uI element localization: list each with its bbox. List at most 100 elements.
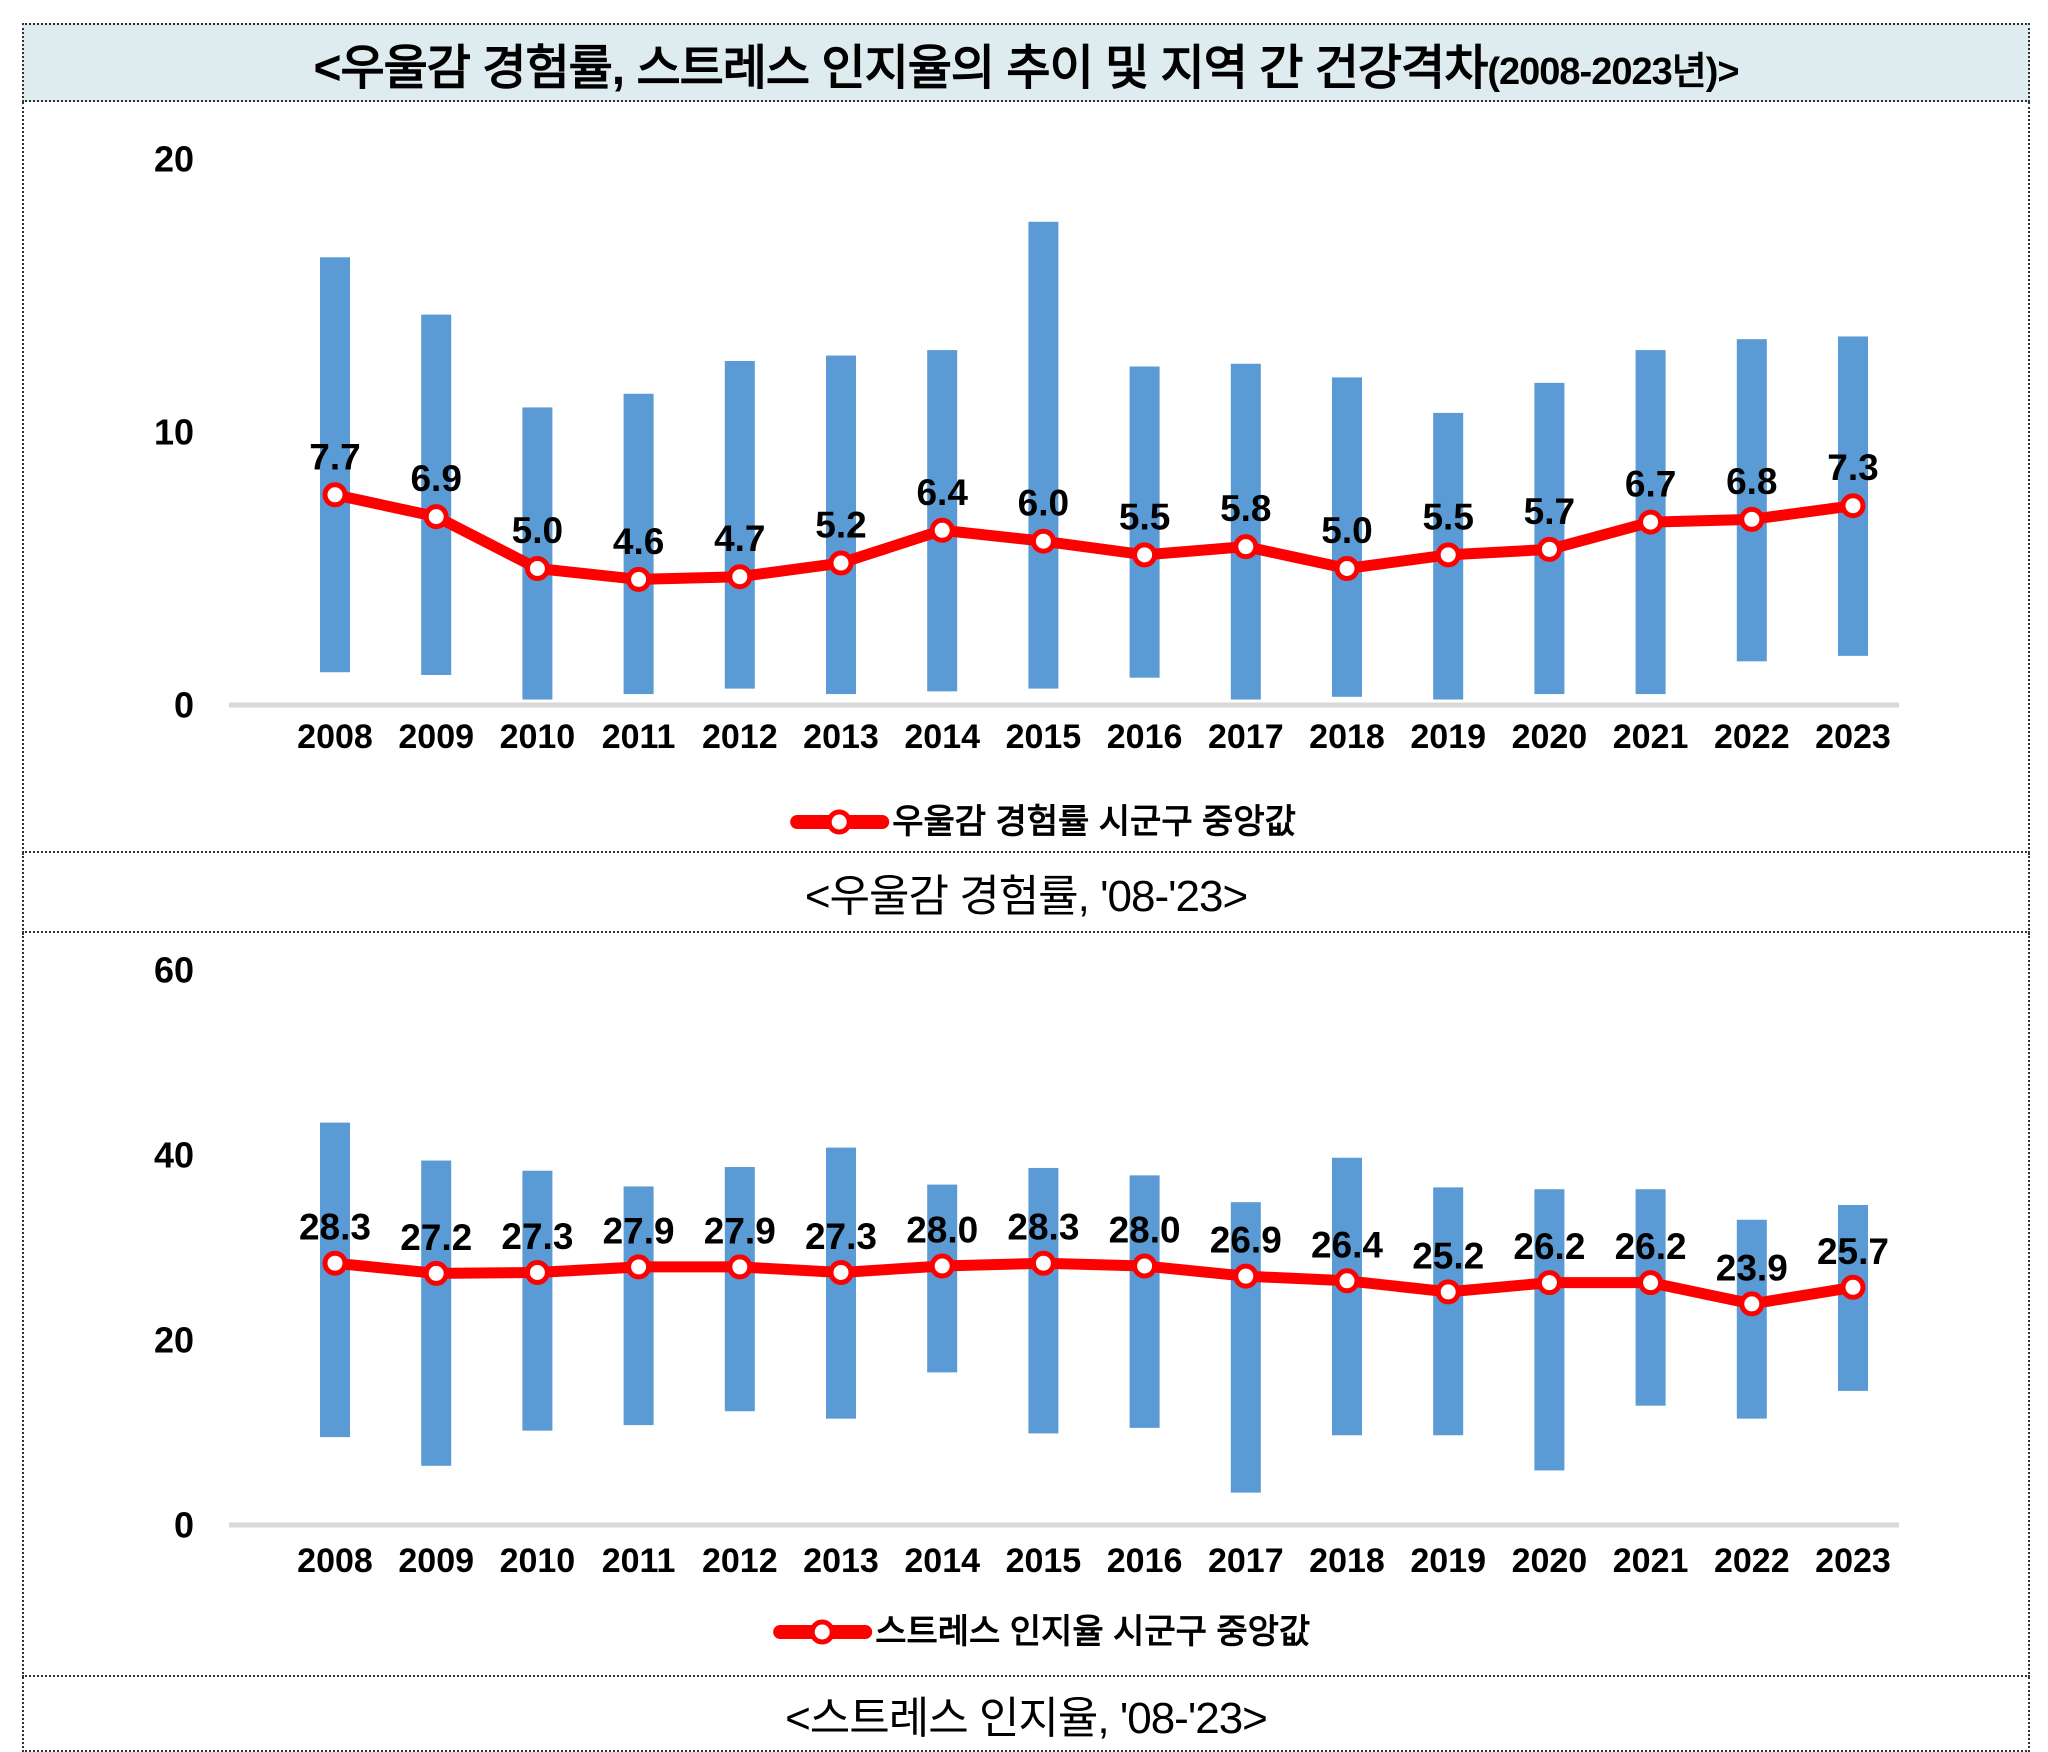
data-label: 28.0	[1109, 1210, 1181, 1251]
depression-chart-panel: 0 10 20 7.7 6.9 5.0 4.6 4.7 5.2 6.4 6.0 5.5 5.8 5.0 5.…	[22, 102, 2030, 853]
data-label: 5.7	[1524, 491, 1575, 532]
x-tick-label: 2010	[500, 1542, 576, 1580]
range-bar	[1635, 1189, 1666, 1406]
line-marker	[929, 517, 955, 543]
data-label: 25.7	[1817, 1231, 1889, 1272]
line-marker	[626, 1254, 652, 1280]
data-label: 5.0	[1321, 510, 1372, 551]
legend-marker-icon	[826, 809, 852, 835]
x-tick-label: 2013	[803, 718, 879, 756]
line-marker	[1334, 1268, 1360, 1294]
range-bar	[522, 1170, 553, 1431]
legend: 우울감 경험률 시군구 중앙값	[790, 803, 1296, 841]
x-tick-label: 2011	[602, 718, 676, 756]
x-tick-label: 2019	[1410, 718, 1486, 756]
line-marker	[828, 1259, 854, 1285]
x-tick-label: 2017	[1208, 1542, 1284, 1580]
x-tick-label: 2016	[1107, 718, 1183, 756]
line-marker	[727, 564, 753, 590]
y-tick-label: 0	[174, 685, 194, 726]
stress-chart: 0 20 40 60 28.3 27.2 27.3 27.9 27.9 27.3 28.0 28.3 2…	[154, 950, 1899, 1651]
data-label: 4.7	[714, 518, 765, 559]
stress-caption-row: <스트레스 인지율, '08-'23>	[22, 1677, 2030, 1752]
line-marker	[1840, 1274, 1866, 1300]
x-tick-label: 2019	[1410, 1542, 1486, 1580]
line-marker	[1739, 1291, 1765, 1317]
data-label: 5.5	[1119, 496, 1170, 537]
x-tick-label: 2020	[1512, 718, 1588, 756]
data-label: 26.2	[1615, 1226, 1687, 1267]
x-tick-label: 2013	[803, 1542, 879, 1580]
x-tick-label: 2016	[1107, 1542, 1183, 1580]
data-label: 5.2	[815, 505, 866, 546]
report-table: <우울감 경험률, 스트레스 인지율의 추이 및 지역 간 건강격차(2008-…	[22, 23, 2030, 1752]
range-bar	[1028, 1167, 1059, 1434]
range-bar	[623, 1186, 654, 1426]
x-tick-label: 2023	[1815, 1542, 1891, 1580]
data-label: 5.0	[512, 510, 563, 551]
y-tick-label: 40	[154, 1135, 194, 1176]
line-marker	[1334, 556, 1360, 581]
range-bar	[1129, 1175, 1160, 1428]
range-bar	[826, 355, 856, 695]
x-tick-label: 2021	[1613, 718, 1689, 756]
range-bar	[1534, 1189, 1565, 1471]
data-label: 6.8	[1726, 461, 1777, 502]
line-marker	[929, 1253, 955, 1279]
data-label: 23.9	[1716, 1247, 1788, 1288]
data-label: 6.9	[410, 458, 461, 499]
data-label: 4.6	[613, 521, 664, 562]
range-bar	[1332, 1157, 1362, 1436]
x-tick-label: 2018	[1309, 1542, 1385, 1580]
data-label: 27.3	[805, 1216, 877, 1257]
line-marker	[1132, 542, 1158, 568]
data-label: 25.2	[1412, 1235, 1484, 1276]
legend: 스트레스 인지율 시군구 중앙값	[773, 1613, 1310, 1651]
x-tick-label: 2022	[1714, 718, 1790, 756]
range-bar	[1230, 1202, 1261, 1493]
line-marker	[1536, 536, 1562, 562]
line-marker	[727, 1254, 753, 1280]
range-bar	[522, 407, 553, 700]
line-marker	[1233, 534, 1259, 560]
median-line	[329, 1257, 1859, 1310]
line-marker	[1536, 1270, 1562, 1296]
data-label: 26.4	[1311, 1224, 1383, 1265]
line-marker	[322, 1250, 348, 1276]
line-marker	[1840, 493, 1866, 519]
data-label: 5.5	[1422, 496, 1473, 537]
range-bar	[1028, 221, 1059, 689]
range-bar	[320, 1122, 350, 1438]
range-bar	[421, 1160, 452, 1466]
x-tick-label: 2015	[1006, 718, 1082, 756]
line-marker	[524, 556, 550, 581]
x-tick-label: 2014	[904, 1542, 980, 1580]
line-marker	[626, 566, 652, 592]
line-marker	[1132, 1253, 1158, 1279]
x-tick-label: 2010	[500, 718, 576, 756]
range-bar	[1433, 1187, 1464, 1436]
x-tick-label: 2008	[297, 1542, 373, 1580]
y-tick-label: 20	[154, 1320, 194, 1361]
range-bar	[724, 1167, 755, 1412]
range-bar	[1736, 1219, 1767, 1419]
line-marker	[1435, 542, 1461, 568]
data-label: 6.7	[1625, 464, 1676, 505]
x-tick-label: 2022	[1714, 1542, 1790, 1580]
line-marker	[423, 504, 449, 530]
line-marker	[1638, 1270, 1664, 1296]
data-label: 5.8	[1220, 488, 1271, 529]
range-bar	[623, 393, 654, 695]
data-label: 26.9	[1210, 1220, 1282, 1261]
stress-chart-panel: 0 20 40 60 28.3 27.2 27.3 27.9 27.9 27.3 28.0 28.3 2…	[22, 933, 2030, 1677]
range-bar	[1332, 377, 1362, 697]
range-bar	[1129, 366, 1160, 678]
x-tick-label: 2009	[398, 1542, 474, 1580]
line-marker	[322, 482, 348, 508]
data-label: 6.4	[916, 472, 968, 513]
depression-chart: 0 10 20 7.7 6.9 5.0 4.6 4.7 5.2 6.4 6.0 5.5 5.8 5.0 5.…	[154, 139, 1899, 841]
data-label: 27.2	[400, 1217, 472, 1258]
range-bar	[421, 314, 452, 675]
range-bar	[320, 257, 350, 673]
page-title-main: <우울감 경험률, 스트레스 인지율의 추이 및 지역 간 건강격차	[313, 41, 1488, 95]
